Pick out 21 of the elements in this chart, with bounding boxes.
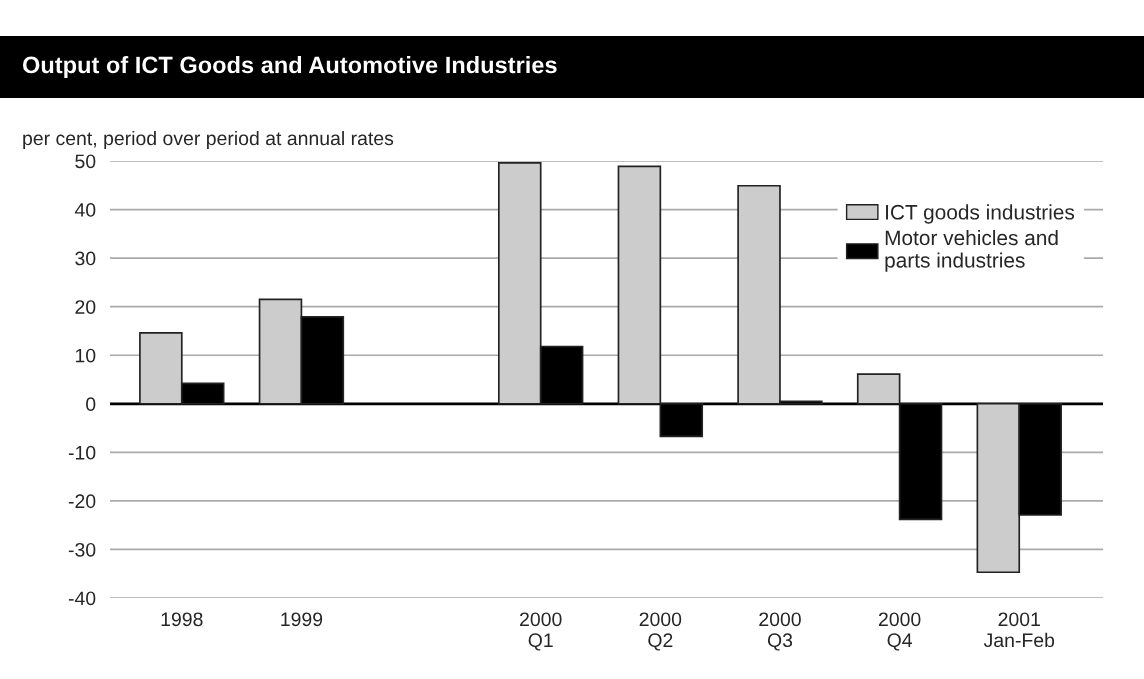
x-tick-label: 2000 Q4 — [878, 612, 921, 651]
x-tick-label: 1999 — [281, 612, 323, 627]
legend-label: ICT goods industries — [886, 204, 1075, 224]
x-tick-label: 1998 — [161, 612, 203, 627]
y-tick-label: 50 — [75, 154, 96, 169]
y-tick-label: 10 — [75, 348, 96, 363]
y-tick-label: -10 — [68, 445, 96, 460]
x-tick-label: 2000 Q1 — [520, 612, 562, 651]
chart-title: Output of ICT Goods and Automotive Industries — [22, 56, 557, 78]
y-tick-label: -40 — [68, 591, 96, 606]
y-tick-label: -20 — [68, 494, 96, 509]
y-tick-label: -30 — [68, 542, 96, 557]
legend-label: Motor vehicles and parts industries — [885, 229, 1058, 272]
x-tick-label: 2000 Q2 — [639, 612, 682, 651]
x-tick-label: 2000 Q3 — [759, 612, 801, 651]
y-tick-label: 20 — [75, 300, 96, 314]
y-tick-label: 40 — [74, 203, 96, 217]
y-axis-title: per cent, period over period at annual rates — [23, 130, 394, 150]
y-tick-label: 0 — [86, 397, 96, 412]
x-tick-label: 2001 Jan-Feb — [983, 612, 1055, 648]
y-tick-label: 30 — [75, 251, 96, 266]
